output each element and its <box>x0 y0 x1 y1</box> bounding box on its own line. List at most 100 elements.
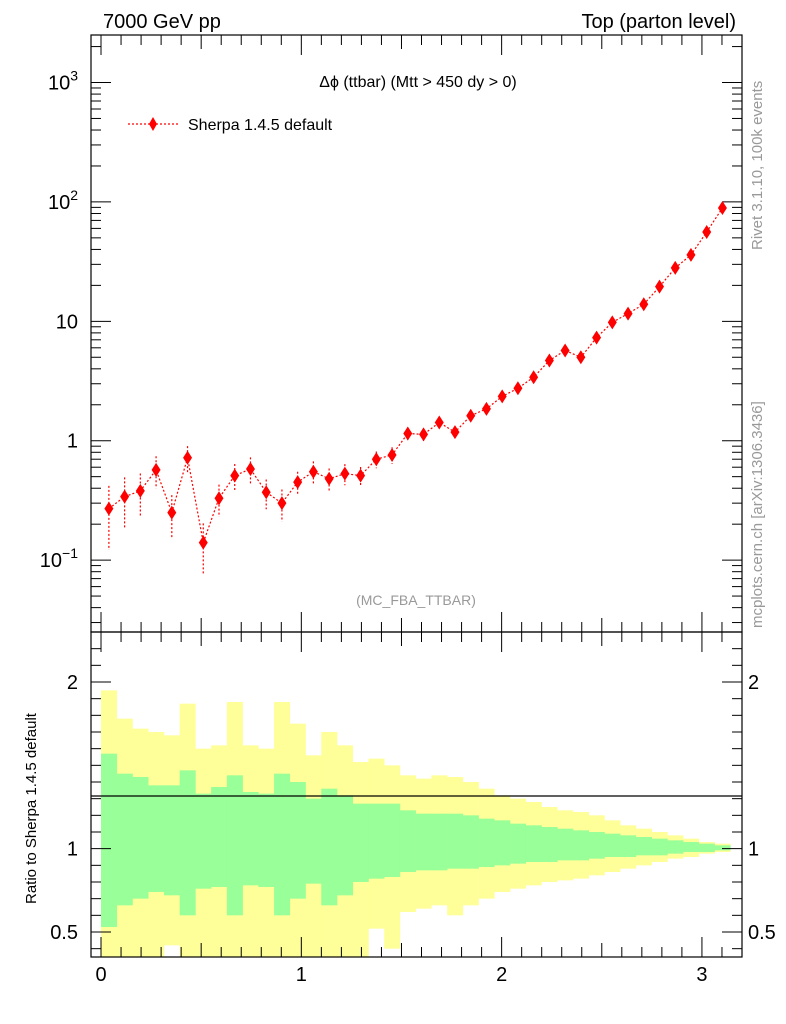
ratio-band-green-bin <box>368 803 385 879</box>
data-point <box>198 535 208 550</box>
ratio-y-tick-label-right: 1 <box>748 839 759 861</box>
data-point <box>356 468 366 483</box>
plot-title: Δϕ (ttbar) (Mtt > 450 dy > 0) <box>319 74 517 91</box>
ratio-band-green-bin <box>651 838 668 856</box>
ratio-band-green-bin <box>336 795 354 896</box>
data-point <box>324 471 334 486</box>
ratio-band-green-bin <box>462 815 479 869</box>
y-tick-label: 103 <box>48 68 78 95</box>
ratio-band-green-bin <box>305 798 322 884</box>
data-point <box>167 505 177 520</box>
data-point <box>230 468 240 483</box>
ratio-band-green-bin <box>572 830 590 861</box>
data-point <box>607 315 617 330</box>
ratio-band-green-bin <box>510 823 527 864</box>
ratio-y-tick-label-right: 2 <box>748 672 759 694</box>
ratio-band-green-bin <box>667 840 684 854</box>
ratio-band-green-bin <box>447 813 464 869</box>
ratio-band-green-bin <box>399 810 416 872</box>
ratio-y-tick-label: 1 <box>67 839 78 861</box>
data-point <box>450 425 460 440</box>
data-point <box>513 381 523 396</box>
ratio-band-green-bin <box>148 785 165 892</box>
data-point <box>387 447 397 462</box>
ratio-band-green-bin <box>494 820 511 866</box>
analysis-tag: (MC_FBA_TTBAR) <box>356 592 476 608</box>
data-point <box>104 501 114 516</box>
ratio-y-tick-label: 0.5 <box>50 922 78 944</box>
ratio-band-green-bin <box>714 845 731 851</box>
data-point <box>576 350 586 365</box>
ratio-band-green-bin <box>274 773 291 916</box>
ratio-frame <box>90 631 743 958</box>
data-point <box>686 247 696 262</box>
ratio-band-green-bin <box>226 775 243 916</box>
x-tick-label: 0 <box>95 964 106 986</box>
data-point <box>120 489 130 504</box>
ratio-y-label: Ratio to Sherpa 1.4.5 default <box>23 712 40 904</box>
ratio-band-green-bin <box>541 827 558 862</box>
data-point <box>214 491 224 506</box>
ratio-band-green-bin <box>163 785 180 896</box>
data-point <box>245 461 255 476</box>
ratio-band-green-bin <box>116 773 133 906</box>
ratio-band-green-bin <box>525 825 542 862</box>
ratio-band-green-bin <box>604 833 621 857</box>
data-point <box>544 353 554 368</box>
x-tick-label: 3 <box>696 964 707 986</box>
data-point <box>529 370 539 385</box>
ratio-band-green-bin <box>557 828 574 861</box>
ratio-band-green-bin <box>635 837 652 856</box>
header-left: 7000 GeV pp <box>103 11 221 33</box>
ratio-band-green-bin <box>352 803 369 882</box>
ratio-band-green-bin <box>179 770 196 916</box>
header-right: Top (parton level) <box>581 11 736 33</box>
data-point <box>655 279 665 294</box>
data-point <box>419 427 429 442</box>
ratio-y-tick-label: 2 <box>67 672 78 694</box>
ratio-band-green-bin <box>698 843 715 852</box>
series-line <box>108 207 723 545</box>
main-data-layer <box>104 200 727 574</box>
legend-marker <box>149 117 157 131</box>
data-point <box>403 426 413 441</box>
data-point <box>183 450 193 465</box>
rivet-version-label: Rivet 3.1.10, 100k events <box>749 81 766 250</box>
ratio-band-green-bin <box>588 832 605 859</box>
ratio-band-green-bin <box>211 787 228 887</box>
ratio-band-green-bin <box>195 793 212 889</box>
data-point <box>623 306 633 321</box>
data-point <box>293 475 303 490</box>
ratio-band-green-bin <box>101 753 118 927</box>
ratio-bands <box>101 690 731 957</box>
y-tick-label: 10−1 <box>40 545 78 572</box>
data-point <box>497 389 507 404</box>
ratio-y-tick-label-right: 0.5 <box>748 922 776 944</box>
data-point <box>717 200 727 215</box>
y-tick-label: 1 <box>67 431 78 453</box>
data-point <box>308 464 318 479</box>
ratio-band-green-bin <box>478 818 495 867</box>
ratio-band-green-bin <box>289 782 306 899</box>
ratio-band-green-bin <box>415 813 432 871</box>
legend-label: Sherpa 1.4.5 default <box>188 117 333 134</box>
data-point <box>277 496 287 511</box>
data-point <box>371 452 381 467</box>
ratio-panel: 0.5 0.5 1 1 2 2 0 1 2 3 Ratio to Sherpa 1.4.5 def… <box>23 631 776 986</box>
data-point <box>151 462 161 477</box>
ratio-band-green-bin <box>132 777 149 899</box>
data-point <box>481 401 491 416</box>
y-tick-label: 10 <box>56 311 78 333</box>
ratio-band-green-bin <box>384 803 401 877</box>
data-point <box>670 260 680 275</box>
ratio-band-green-bin <box>258 793 275 887</box>
x-tick-label: 1 <box>296 964 307 986</box>
ratio-band-green-bin <box>683 842 700 852</box>
data-point <box>340 466 350 481</box>
data-point <box>639 297 649 312</box>
x-tick-label: 2 <box>496 964 507 986</box>
data-point <box>560 343 570 358</box>
